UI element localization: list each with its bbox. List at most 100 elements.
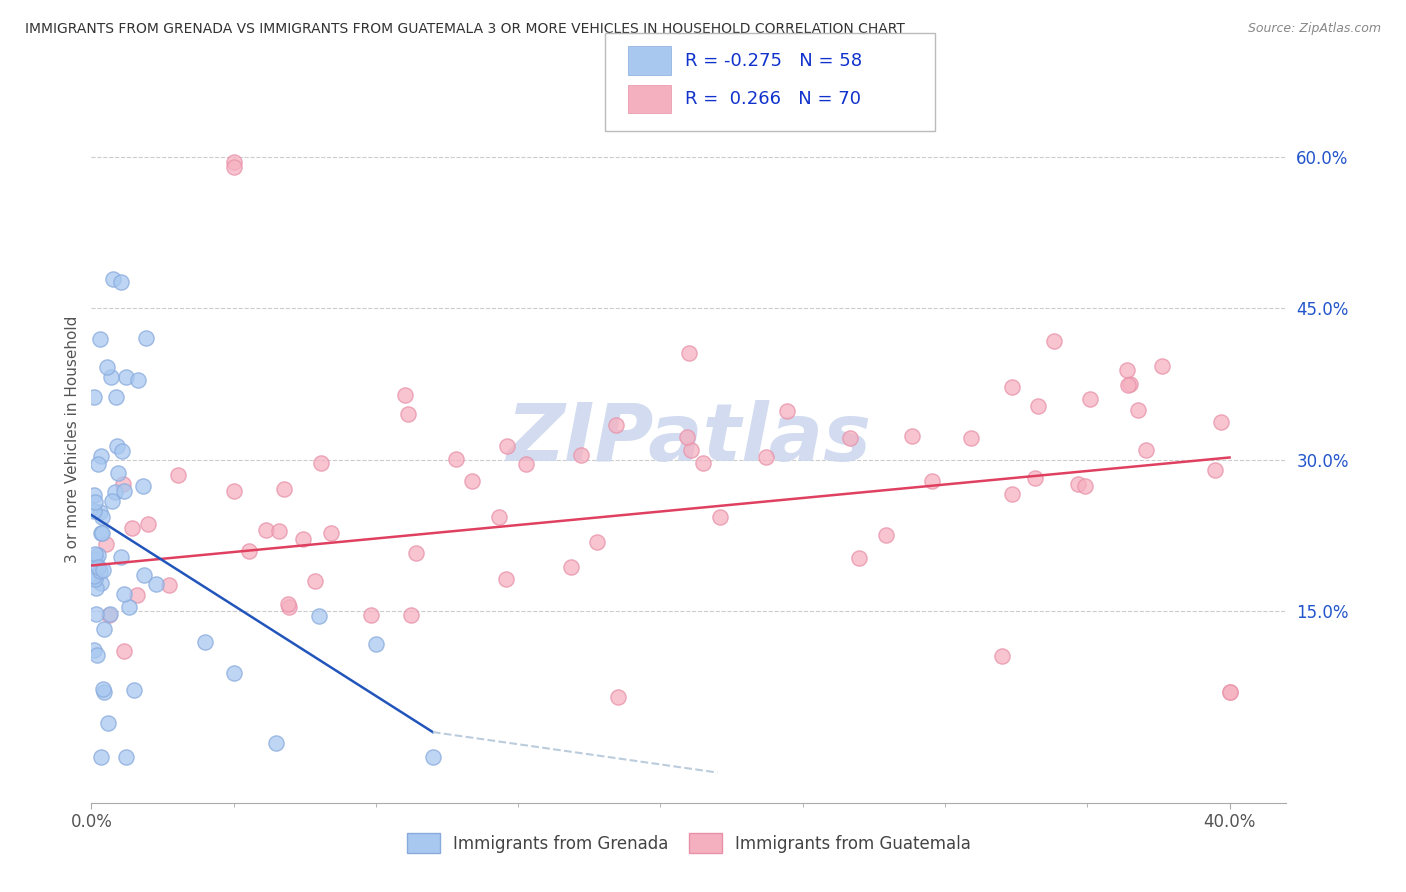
Point	[267, 524, 290, 539]
Point	[107, 466, 129, 480]
Point	[991, 649, 1014, 664]
Point	[89, 505, 111, 519]
Point	[87, 549, 110, 563]
Point	[776, 404, 799, 418]
Point	[1211, 415, 1233, 429]
Point	[90, 525, 112, 540]
Point	[98, 607, 121, 621]
Point	[135, 330, 157, 344]
Point	[90, 450, 112, 464]
Point	[586, 534, 609, 549]
Point	[605, 417, 627, 432]
Point	[1043, 334, 1066, 349]
Point	[304, 574, 326, 589]
Point	[1219, 684, 1241, 698]
Point	[112, 644, 135, 658]
Point	[103, 484, 125, 499]
Point	[222, 160, 245, 174]
Point	[101, 494, 124, 508]
Point	[681, 442, 703, 457]
Point	[1118, 378, 1140, 392]
Point	[84, 607, 107, 622]
Point	[495, 572, 517, 586]
Point	[112, 476, 135, 491]
Text: IMMIGRANTS FROM GRENADA VS IMMIGRANTS FROM GUATEMALA 3 OR MORE VEHICLES IN HOUSE: IMMIGRANTS FROM GRENADA VS IMMIGRANTS FR…	[25, 22, 905, 37]
Point	[112, 587, 135, 601]
Point	[238, 544, 260, 558]
Point	[93, 564, 115, 578]
Point	[83, 390, 105, 404]
Point	[105, 390, 128, 404]
Point	[91, 682, 114, 697]
Point	[560, 560, 582, 574]
Point	[1204, 462, 1226, 476]
Legend: Immigrants from Grenada, Immigrants from Guatemala: Immigrants from Grenada, Immigrants from…	[399, 826, 979, 860]
Point	[309, 456, 332, 470]
Point	[1078, 392, 1101, 406]
Point	[112, 484, 135, 499]
Point	[921, 475, 943, 489]
Point	[394, 387, 416, 401]
Point	[83, 569, 105, 583]
Point	[422, 750, 444, 764]
Point	[100, 369, 122, 384]
Point	[277, 600, 299, 615]
Point	[360, 608, 382, 623]
Point	[83, 547, 105, 561]
Point	[87, 560, 110, 574]
Point	[444, 452, 467, 467]
Point	[900, 429, 922, 443]
Point	[569, 448, 592, 462]
Point	[273, 482, 295, 496]
Point	[1152, 359, 1174, 373]
Point	[1119, 376, 1142, 391]
Point	[1115, 363, 1137, 377]
Point	[89, 564, 111, 578]
Point	[157, 578, 180, 592]
Point	[1126, 403, 1149, 417]
Point	[110, 276, 132, 290]
Point	[84, 581, 107, 595]
Point	[118, 599, 141, 614]
Point	[131, 478, 153, 492]
Point	[91, 510, 114, 524]
Point	[98, 607, 121, 622]
Point	[1135, 442, 1157, 457]
Point	[97, 715, 120, 730]
Point	[90, 576, 112, 591]
Point	[277, 597, 299, 611]
Point	[399, 607, 422, 622]
Point	[1001, 487, 1024, 501]
Point	[84, 572, 107, 586]
Point	[678, 346, 700, 360]
Text: ZIPatlas: ZIPatlas	[506, 401, 872, 478]
Text: Source: ZipAtlas.com: Source: ZipAtlas.com	[1247, 22, 1381, 36]
Point	[136, 516, 159, 531]
Point	[1026, 399, 1049, 413]
Point	[132, 568, 155, 582]
Point	[167, 468, 190, 483]
Point	[1067, 476, 1090, 491]
Point	[83, 488, 105, 502]
Point	[405, 546, 427, 560]
Point	[515, 457, 537, 471]
Point	[96, 359, 118, 374]
Point	[364, 637, 387, 651]
Point	[105, 439, 128, 453]
Point	[1219, 684, 1241, 698]
Point	[254, 523, 277, 537]
Point	[121, 521, 143, 535]
Point	[101, 272, 124, 286]
Point	[396, 407, 419, 421]
Point	[83, 504, 105, 518]
Text: R =  0.266   N = 70: R = 0.266 N = 70	[685, 90, 860, 108]
Point	[1024, 471, 1046, 485]
Point	[1001, 380, 1024, 394]
Point	[90, 750, 112, 764]
Point	[86, 648, 108, 662]
Point	[839, 432, 862, 446]
Point	[127, 373, 149, 387]
Point	[111, 444, 134, 458]
Point	[194, 635, 217, 649]
Y-axis label: 3 or more Vehicles in Household: 3 or more Vehicles in Household	[65, 316, 80, 563]
